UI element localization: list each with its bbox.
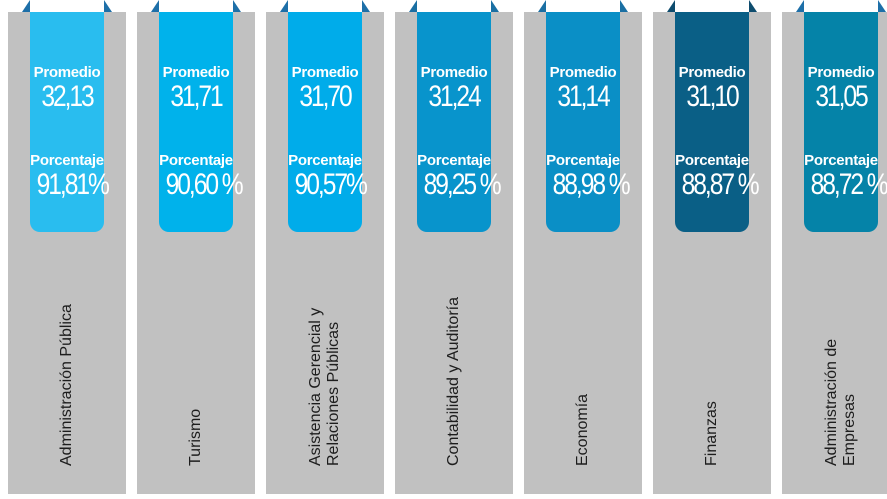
data-label-porcentaje: 88,87 % — [681, 168, 760, 201]
ribbon-fold-left — [667, 0, 675, 12]
ribbon-fold-right — [491, 0, 499, 12]
column-7: Promedio 31,05 Porcentaje 88,72 % Administra… — [782, 0, 887, 499]
series-label-porcentaje: Porcentaje — [417, 152, 491, 169]
value-tab: Promedio 31,24 Porcentaje 89,25 % — [417, 12, 502, 232]
category-label-text: Asistencia Gerencial y Relaciones Públic… — [307, 307, 342, 466]
category-label-text: Administración de Empresas — [823, 338, 858, 466]
column-3: Promedio 31,70 Porcentaje 90,57% Asistencia … — [266, 0, 384, 499]
category-label-text: Contabilidad y Auditoría — [445, 297, 462, 466]
category-label-text: Finanzas — [703, 401, 720, 466]
series-label-porcentaje: Porcentaje — [30, 152, 104, 169]
category-label: Administración de Empresas — [821, 226, 861, 466]
data-label-porcentaje: 91,81% — [36, 168, 110, 201]
category-label-text: Turismo — [187, 408, 204, 466]
series-label-porcentaje: Porcentaje — [288, 152, 362, 169]
series-label-promedio: Promedio — [291, 64, 359, 81]
data-label-promedio: 31,70 — [299, 80, 352, 113]
column-1: Promedio 32,13 Porcentaje 91,81% Administrac… — [8, 0, 126, 499]
category-label: Asistencia Gerencial y Relaciones Públic… — [305, 226, 345, 466]
ribbon-fold-left — [409, 0, 417, 12]
data-label-promedio: 31,10 — [686, 80, 739, 113]
data-label-promedio: 31,14 — [557, 80, 610, 113]
category-label: Economía — [563, 226, 603, 466]
value-tab: Promedio 31,14 Porcentaje 88,98 % — [546, 12, 631, 232]
data-label-porcentaje: 88,72 % — [810, 168, 887, 201]
data-label-porcentaje: 90,57% — [294, 168, 368, 201]
column-2: Promedio 31,71 Porcentaje 90,60 % Turismo — [137, 0, 255, 499]
ribbon-fold-left — [280, 0, 288, 12]
ribbon-fold-right — [620, 0, 628, 12]
value-tab: Promedio 31,05 Porcentaje 88,72 % — [804, 12, 887, 232]
series-label-promedio: Promedio — [549, 64, 617, 81]
column-6: Promedio 31,10 Porcentaje 88,87 % Finanzas — [653, 0, 771, 499]
data-label-porcentaje: 90,60 % — [165, 168, 244, 201]
ribbon-fold-left — [151, 0, 159, 12]
category-label: Finanzas — [692, 226, 732, 466]
data-label-promedio: 31,71 — [170, 80, 223, 113]
series-label-porcentaje: Porcentaje — [159, 152, 233, 169]
data-label-promedio: 31,05 — [815, 80, 868, 113]
value-tab: Promedio 31,71 Porcentaje 90,60 % — [159, 12, 244, 232]
ribbon-fold-left — [538, 0, 546, 12]
data-label-porcentaje: 88,98 % — [552, 168, 631, 201]
series-label-promedio: Promedio — [420, 64, 488, 81]
category-label-text: Administración Pública — [58, 304, 75, 466]
category-label: Administración Pública — [47, 226, 87, 466]
ribbon-fold-right — [878, 0, 886, 12]
series-label-porcentaje: Porcentaje — [546, 152, 620, 169]
ribbon-fold-left — [796, 0, 804, 12]
ribbon-fold-right — [233, 0, 241, 12]
data-label-promedio: 32,13 — [41, 80, 94, 113]
series-label-porcentaje: Porcentaje — [675, 152, 749, 169]
column-5: Promedio 31,14 Porcentaje 88,98 % Economía — [524, 0, 642, 499]
value-tab: Promedio 32,13 Porcentaje 91,81% — [30, 12, 110, 232]
series-label-porcentaje: Porcentaje — [804, 152, 878, 169]
category-label: Turismo — [176, 226, 216, 466]
ribbon-fold-right — [362, 0, 370, 12]
series-label-promedio: Promedio — [678, 64, 746, 81]
series-label-promedio: Promedio — [807, 64, 875, 81]
category-label: Contabilidad y Auditoría — [434, 226, 474, 466]
category-label-text: Economía — [574, 393, 591, 466]
ribbon-fold-left — [22, 0, 30, 12]
value-tab: Promedio 31,10 Porcentaje 88,87 % — [675, 12, 760, 232]
ribbon-fold-right — [749, 0, 757, 12]
ribbon-fold-right — [104, 0, 112, 12]
data-label-promedio: 31,24 — [428, 80, 481, 113]
data-label-porcentaje: 89,25 % — [423, 168, 502, 201]
value-tab: Promedio 31,70 Porcentaje 90,57% — [288, 12, 368, 232]
series-label-promedio: Promedio — [162, 64, 230, 81]
column-4: Promedio 31,24 Porcentaje 89,25 % Contabilid… — [395, 0, 513, 499]
series-label-promedio: Promedio — [33, 64, 101, 81]
